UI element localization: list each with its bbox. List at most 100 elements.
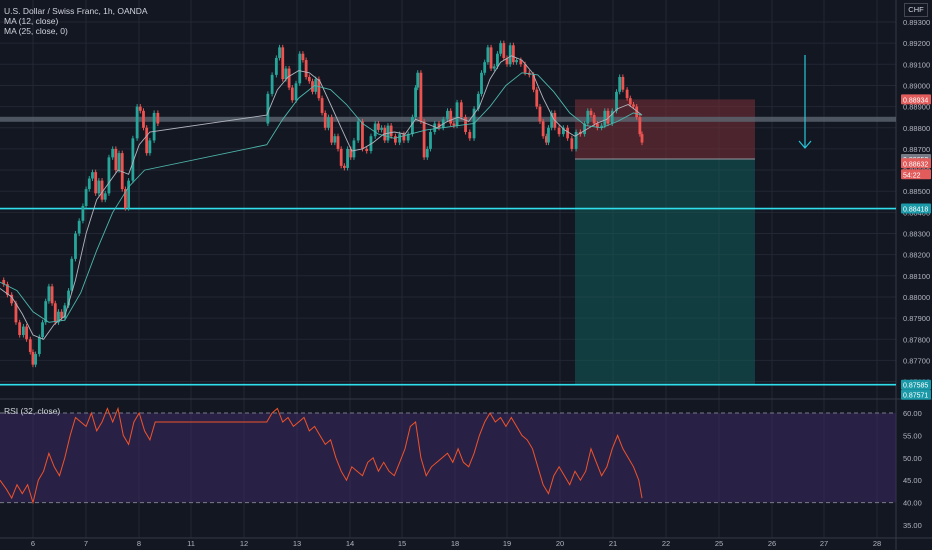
candle-body xyxy=(589,110,593,116)
candle-body xyxy=(60,311,64,319)
candle-body xyxy=(610,110,614,124)
candle-body xyxy=(483,62,487,73)
candle-body xyxy=(339,148,343,166)
price-tick-label: 0.88500 xyxy=(903,187,930,196)
price-tag-label: 0.88934 xyxy=(903,97,928,104)
time-tick-label: 8 xyxy=(137,539,141,548)
candle-body xyxy=(84,189,88,207)
candle-body xyxy=(100,180,104,200)
candle-body xyxy=(18,322,22,336)
candle-body xyxy=(301,53,305,61)
candle-body xyxy=(336,136,340,149)
candle-body xyxy=(373,123,377,137)
rsi-legend: RSI (32, close) xyxy=(4,406,61,416)
candle-body xyxy=(625,89,629,99)
time-tick-label: 13 xyxy=(293,539,301,548)
ma12-legend: MA (12, close) xyxy=(4,16,59,26)
price-tick-label: 0.88200 xyxy=(903,251,930,260)
candle-body xyxy=(638,117,642,135)
candle-body xyxy=(519,60,523,65)
price-tick-label: 0.88700 xyxy=(903,145,930,154)
candle-body xyxy=(535,89,539,107)
candle-body xyxy=(37,337,41,355)
rsi-tick-label: 35.00 xyxy=(903,521,922,530)
candle-body xyxy=(135,106,139,139)
candle-body xyxy=(47,286,51,302)
candle-body xyxy=(107,157,111,194)
time-tick-label: 11 xyxy=(187,539,195,548)
axes: 0.89300 0.89200 0.89100 0.89000 0.88900 0.888… xyxy=(31,18,931,548)
candle-body xyxy=(628,98,632,105)
candle-body xyxy=(298,53,302,84)
candle-body xyxy=(356,121,360,141)
chart-title: U.S. Dollar / Swiss Franc, 1h, OANDA xyxy=(4,6,148,16)
price-tick-label: 0.89000 xyxy=(903,81,930,90)
candle-body xyxy=(304,60,308,77)
candle-body xyxy=(489,47,493,69)
candle-body xyxy=(422,121,426,158)
candle-body xyxy=(523,64,527,73)
candle-body xyxy=(640,134,644,143)
price-tick-label: 0.87700 xyxy=(903,356,930,365)
candle-body xyxy=(87,178,91,190)
time-tick-label: 26 xyxy=(768,539,776,548)
candle-body xyxy=(592,115,596,124)
candle-body xyxy=(53,303,57,323)
time-tick-label: 14 xyxy=(346,539,354,548)
annotations xyxy=(798,55,812,149)
candle-body xyxy=(323,112,327,128)
candle-body xyxy=(131,138,135,181)
candle-body xyxy=(437,123,441,128)
candle-body xyxy=(603,110,607,126)
price-tick-label: 0.87900 xyxy=(903,314,930,323)
time-tick-label: 28 xyxy=(873,539,881,548)
price-tick-label: 0.89100 xyxy=(903,60,930,69)
candle-body xyxy=(287,68,291,88)
candle-body xyxy=(311,81,314,92)
candle-body xyxy=(148,140,152,154)
candle-body xyxy=(394,136,397,143)
time-tick-label: 20 xyxy=(556,539,564,548)
price-tag-label: 0.88418 xyxy=(903,207,928,214)
candle-body xyxy=(145,127,149,154)
rsi-tick-label: 40.00 xyxy=(903,499,922,508)
ma25-legend: MA (25, close, 0) xyxy=(4,26,68,36)
candle-body xyxy=(502,43,506,58)
price-tag xyxy=(901,389,931,400)
currency-button[interactable]: CHF xyxy=(904,3,928,17)
candle-body xyxy=(547,127,550,143)
price-tag xyxy=(901,169,931,180)
time-tick-label: 21 xyxy=(609,539,617,548)
candle-body xyxy=(127,180,131,209)
price-tag xyxy=(901,203,931,214)
candle-body xyxy=(566,127,569,139)
time-tick-label: 25 xyxy=(715,539,723,548)
candle-body xyxy=(635,106,639,118)
candle-body xyxy=(492,66,496,69)
candle-body xyxy=(505,57,509,65)
candle-body xyxy=(455,102,459,126)
candle-body xyxy=(346,148,349,168)
candle-body xyxy=(330,117,334,143)
candle-body xyxy=(433,123,437,132)
candle-body xyxy=(6,284,9,295)
candle-body xyxy=(63,305,67,319)
candle-body xyxy=(532,74,535,90)
candle-body xyxy=(91,172,94,179)
candle-body xyxy=(480,72,483,94)
candle-body xyxy=(550,112,554,128)
candle-body xyxy=(67,290,70,306)
price-tick-label: 0.89300 xyxy=(903,18,930,27)
candle-body xyxy=(452,123,456,126)
candle-body xyxy=(380,127,383,130)
candle-body xyxy=(25,326,28,340)
time-tick-label: 22 xyxy=(662,539,670,548)
candle-body xyxy=(74,233,77,259)
rsi-tick-label: 50.00 xyxy=(903,454,922,463)
candle-body xyxy=(152,112,156,141)
time-tick-label: 12 xyxy=(240,539,248,548)
candle-body xyxy=(41,322,44,338)
candle-body xyxy=(402,134,406,141)
price-tick-label: 0.88100 xyxy=(903,272,930,281)
